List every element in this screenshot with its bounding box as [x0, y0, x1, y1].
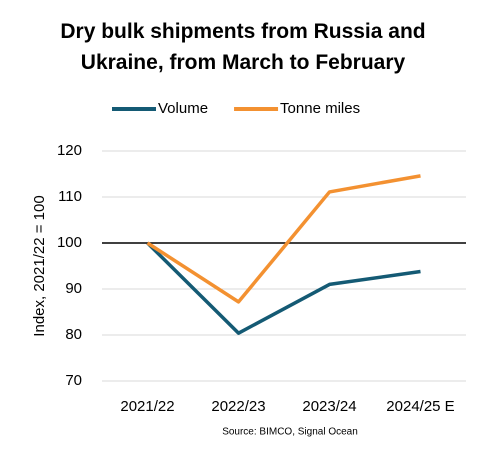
series-line: [146, 241, 421, 335]
y-tick-label: 110: [58, 188, 82, 205]
series-line: [146, 174, 421, 304]
x-tick-label: 2023/24: [302, 398, 356, 415]
legend-label: Tonne miles: [280, 100, 360, 117]
x-tick-label: 2021/22: [120, 398, 174, 415]
x-tick-label: 2024/25 E: [386, 398, 454, 415]
y-tick-label: 70: [65, 372, 82, 389]
y-tick-label: 90: [65, 280, 82, 297]
legend-label: Volume: [158, 100, 208, 117]
chart-title: Dry bulk shipments from Russia and Ukrai…: [60, 20, 426, 74]
y-axis-label: Index, 2021/22 = 100: [31, 195, 48, 336]
source: Source: BIMCO, Signal Ocean: [222, 427, 358, 438]
y-tick-label: 100: [57, 234, 82, 251]
y-tick-label: 80: [65, 326, 82, 343]
y-tick-label: 120: [57, 142, 82, 159]
x-tick-label: 2022/23: [211, 398, 265, 415]
